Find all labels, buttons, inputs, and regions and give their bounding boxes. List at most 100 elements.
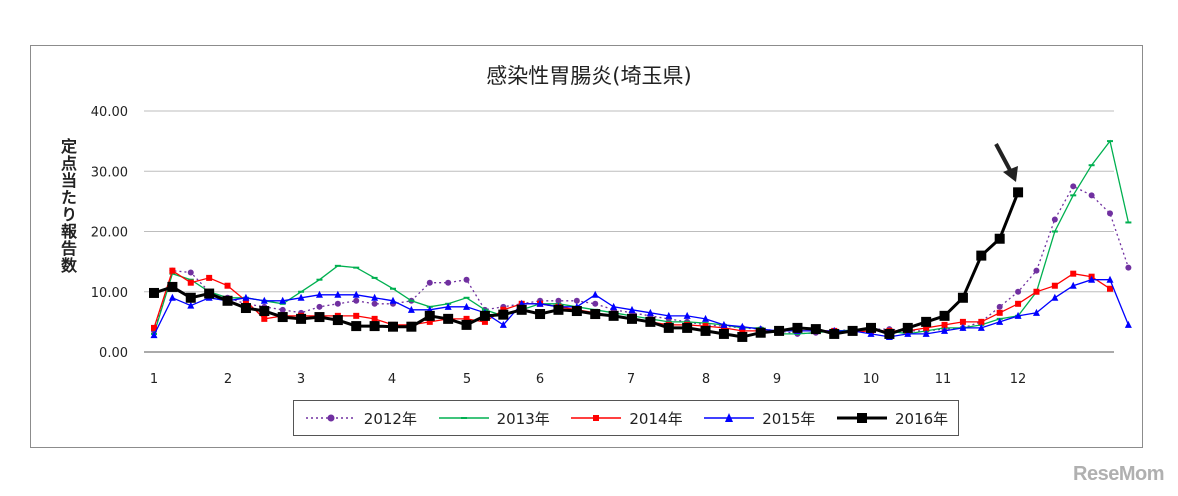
data-point [332,315,343,326]
data-point [224,282,231,289]
data-point [1107,285,1113,292]
data-point [1124,320,1132,328]
data-point [702,314,710,322]
y-tick-label: 10.00 [91,286,128,301]
data-point [1033,288,1040,295]
data-point [737,331,748,342]
data-point [978,318,985,325]
legend: 2012年 2013年 2014年 2015年 2016年 [293,400,959,436]
data-point [279,306,286,313]
annotation-arrow [994,143,1013,173]
data-point [261,315,268,322]
data-point [499,320,507,328]
data-point [829,328,840,339]
data-point [426,279,433,286]
data-point [389,296,397,304]
data-point [755,327,766,338]
data-point [941,326,949,334]
data-point [535,309,546,320]
data-point [904,329,912,337]
data-point [902,322,913,333]
x-tick-label: 4 [388,372,396,387]
data-point [646,308,654,316]
data-point [720,324,727,331]
data-point [1013,187,1024,198]
data-point [1069,281,1077,289]
data-point [187,269,194,276]
legend-item: 2016年 [835,408,948,429]
data-point [1088,275,1096,283]
series-line-1 [153,139,1130,335]
data-point [150,331,158,339]
data-point [608,310,619,321]
data-point [315,290,323,298]
x-tick-label: 11 [935,372,952,387]
data-point [406,321,417,332]
legend-label: 2014年 [629,409,683,428]
data-point [479,310,490,321]
legend-item: 2014年 [569,408,683,429]
data-point [555,297,562,304]
data-point [463,276,470,283]
data-point [866,322,876,333]
data-point [939,310,950,321]
data-point [700,325,711,336]
series-line-3 [153,279,1130,338]
data-point [627,313,637,324]
watermark-logo: ReseMom [1073,463,1164,485]
data-point [334,300,341,307]
data-point [334,290,342,298]
x-tick-label: 8 [702,372,710,387]
data-point [682,322,693,333]
legend-swatch [836,413,887,423]
data-point [1051,293,1059,301]
data-point [571,306,582,317]
legend-swatch [305,414,356,422]
legend-label: 2015年 [762,409,816,428]
x-tick-label: 9 [773,372,781,387]
data-point [1033,267,1040,274]
x-tick-label: 5 [463,372,471,387]
y-tick-label: 20.00 [91,226,128,241]
data-point [277,312,288,323]
data-point [921,316,932,327]
data-point [260,296,268,304]
data-point [187,301,195,309]
data-point [592,300,599,307]
data-point [1088,192,1095,199]
data-point [976,250,987,261]
y-axis-title: 定点当たり報告数 [58,138,77,274]
data-point [296,313,307,324]
y-tick-label: 40.00 [91,105,128,120]
data-point [573,297,580,304]
data-point [388,321,398,332]
data-point [665,311,673,319]
data-point [739,327,746,334]
series-line-0 [153,185,1130,335]
data-point [463,315,470,322]
data-point [1070,270,1077,277]
data-point [683,311,691,319]
data-point [314,312,325,323]
data-point [718,328,729,339]
data-point [369,321,380,332]
data-point [1051,216,1058,223]
data-point [792,322,803,333]
data-point [663,322,674,333]
data-point [242,293,250,301]
data-point [426,318,433,325]
data-point [922,329,930,337]
data-point [204,288,215,299]
data-point [941,321,948,328]
data-point [774,325,785,336]
data-point [553,304,564,315]
legend-item: 2013年 [437,408,550,429]
legend-item: 2015年 [702,408,815,429]
legend-item: 2012年 [304,408,417,429]
data-point [371,300,378,307]
legend-swatch [571,415,622,421]
data-point [206,274,213,281]
data-point [1125,264,1132,271]
data-point [481,318,488,325]
